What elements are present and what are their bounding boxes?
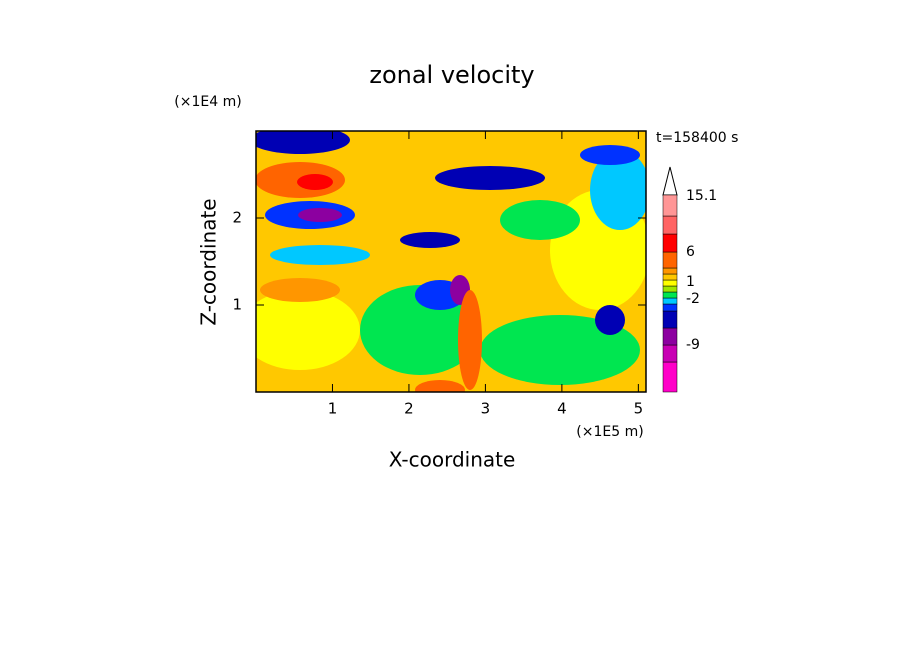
colorbar-swatch (662, 285, 678, 293)
time-label: t=158400 s (656, 130, 738, 146)
colorbar-swatch (662, 279, 678, 287)
x-unit: (×1E5 m) (576, 424, 643, 440)
y-tick-label: 1 (232, 296, 242, 314)
plot-frame (255, 130, 647, 393)
colorbar-swatch (662, 344, 678, 363)
y-unit: (×1E4 m) (174, 94, 241, 110)
contour-field (256, 131, 646, 392)
colorbar-extend (662, 166, 678, 196)
colorbar-swatch (662, 297, 678, 305)
colorbar-tick-label: 15.1 (686, 188, 717, 204)
colorbar-swatch (662, 215, 678, 235)
x-tick-label: 4 (557, 400, 567, 418)
x-tick-label: 5 (634, 400, 644, 418)
colorbar-tick-label: -2 (686, 291, 700, 307)
colorbar-swatch (662, 310, 678, 329)
y-tick-label: 2 (232, 209, 242, 227)
colorbar-swatch (662, 267, 678, 275)
colorbar-swatch (662, 291, 678, 299)
chart-title: zonal velocity (369, 61, 534, 89)
colorbar-swatch (662, 361, 678, 393)
colorbar-swatch (662, 194, 678, 217)
x-tick-label: 1 (328, 400, 338, 418)
colorbar-tick-label: 1 (686, 274, 695, 290)
x-tick-label: 2 (404, 400, 414, 418)
x-tick-label: 3 (481, 400, 491, 418)
y-axis-label: Z-coordinate (197, 198, 221, 325)
colorbar-tick-label: 6 (686, 244, 695, 260)
colorbar-swatch (662, 273, 678, 281)
colorbar-swatch (662, 327, 678, 346)
colorbar-swatch (662, 303, 678, 312)
x-axis-label: X-coordinate (389, 448, 516, 472)
colorbar-swatch (662, 233, 678, 253)
colorbar-swatch (662, 251, 678, 269)
colorbar-tick-label: -9 (686, 337, 700, 353)
